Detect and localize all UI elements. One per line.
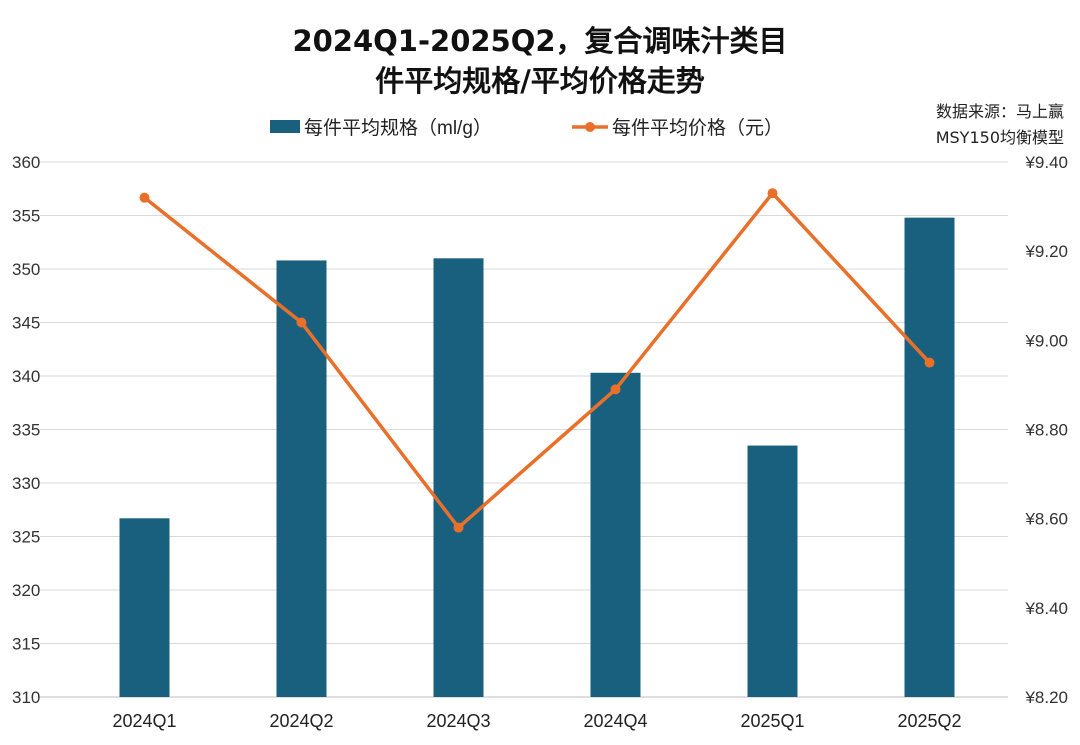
- source-line2: MSY150均衡模型: [935, 128, 1064, 147]
- chart-title-line1: 2024Q1-2025Q2，复合调味汁类目: [292, 24, 788, 58]
- price-point: [767, 188, 778, 199]
- right-tick-label: ¥9.40: [1024, 153, 1068, 172]
- legend-bar-label: 每件平均规格（ml/g）: [304, 117, 492, 139]
- price-point: [296, 317, 307, 328]
- bar: [276, 260, 327, 697]
- legend-line-label: 每件平均价格（元）: [612, 117, 783, 139]
- bar: [590, 372, 641, 697]
- price-line: [143, 190, 931, 531]
- bar: [904, 217, 955, 697]
- x-tick-label: 2025Q2: [897, 711, 961, 731]
- right-tick-label: ¥8.20: [1024, 688, 1068, 707]
- left-tick-label: 310: [12, 688, 40, 707]
- price-point: [610, 384, 621, 395]
- right-tick-label: ¥9.20: [1024, 242, 1068, 261]
- left-tick-label: 345: [12, 314, 40, 333]
- source-line1: 数据来源：马上赢: [935, 102, 1064, 121]
- price-point: [924, 357, 935, 368]
- price-point: [453, 522, 464, 533]
- left-tick-label: 340: [12, 367, 40, 386]
- left-tick-label: 325: [12, 528, 40, 547]
- x-tick-label: 2024Q2: [269, 711, 333, 731]
- right-tick-label: ¥8.60: [1024, 510, 1068, 529]
- bar: [119, 518, 170, 697]
- left-tick-label: 355: [12, 207, 40, 226]
- right-tick-label: ¥9.00: [1024, 331, 1068, 350]
- left-tick-label: 335: [12, 421, 40, 440]
- x-tick-label: 2024Q1: [112, 711, 176, 731]
- left-tick-label: 315: [12, 635, 40, 654]
- chart-title-line2: 件平均规格/平均价格走势: [375, 64, 705, 98]
- x-tick-label: 2024Q4: [583, 711, 647, 731]
- legend-bar-swatch: [270, 120, 300, 133]
- price-point: [139, 192, 150, 203]
- bar: [433, 258, 484, 697]
- left-tick-label: 320: [12, 581, 40, 600]
- legend-line-marker: [585, 122, 595, 132]
- left-tick-label: 360: [12, 153, 40, 172]
- right-tick-label: ¥8.80: [1024, 421, 1068, 440]
- x-tick-label: 2025Q1: [740, 711, 804, 731]
- bar: [747, 445, 798, 697]
- x-tick-label: 2024Q3: [426, 711, 490, 731]
- left-tick-label: 350: [12, 260, 40, 279]
- left-tick-label: 330: [12, 474, 40, 493]
- right-tick-label: ¥8.40: [1024, 599, 1068, 618]
